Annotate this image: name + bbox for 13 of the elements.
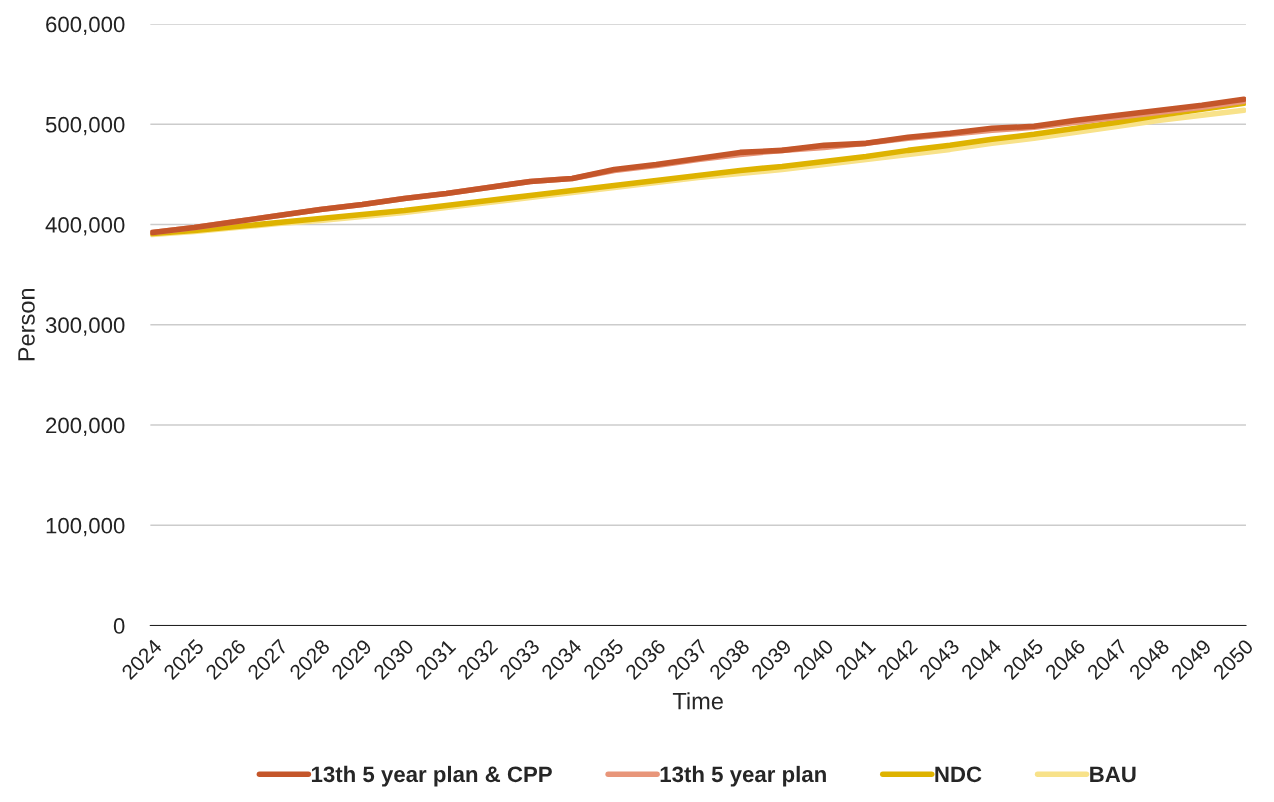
legend-label: 13th 5 year plan & CPP: [311, 765, 552, 787]
y-tick-label: 600,000: [46, 16, 125, 35]
y-tick-label: 100,000: [46, 517, 125, 537]
y-tick-label: 400,000: [45, 217, 125, 236]
x-axis-title: Time: [672, 692, 723, 710]
y-tick-label: 0: [113, 618, 125, 634]
y-axis-title: Person: [18, 288, 35, 361]
legend-label: NDC: [935, 766, 982, 783]
legend-label: BAU: [1090, 766, 1136, 783]
legend-label: 13th 5 year plan: [660, 765, 826, 787]
y-tick-label: 300,000: [45, 317, 125, 336]
y-tick-label: 200,000: [46, 417, 125, 436]
y-tick-label: 500,000: [45, 116, 125, 136]
